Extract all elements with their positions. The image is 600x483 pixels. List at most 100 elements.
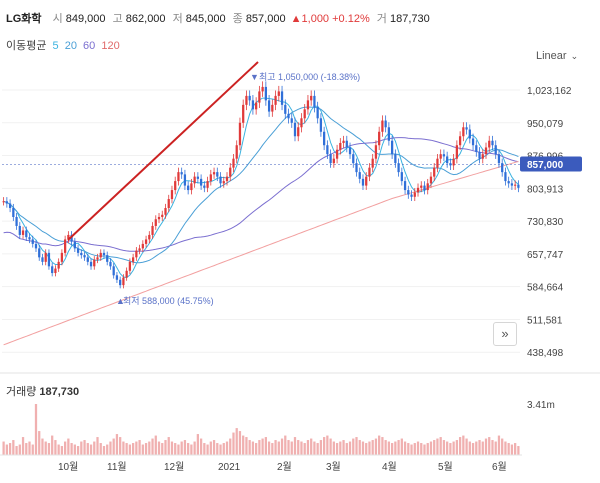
candle-body <box>157 216 161 220</box>
volume-bar <box>507 443 510 455</box>
candle-body <box>41 257 44 262</box>
volume-bar <box>429 441 433 455</box>
volume-bar <box>339 441 342 455</box>
y-tick: 438,498 <box>527 348 564 359</box>
open-label: 시 <box>52 13 63 25</box>
volume-bar <box>416 441 420 455</box>
volume-axis-label: 3.41m <box>527 400 555 411</box>
volume-bar <box>326 435 329 455</box>
candle-body <box>15 216 18 226</box>
ma-20[interactable]: 20 <box>64 40 77 52</box>
candle-body <box>348 147 352 155</box>
volume-bar <box>187 443 190 455</box>
volume-bar <box>216 443 219 455</box>
ma-120[interactable]: 120 <box>101 40 120 52</box>
volume-bar <box>47 443 51 455</box>
volume-bar <box>261 438 264 455</box>
volume-bar <box>274 440 277 455</box>
ma20-line <box>3 106 519 264</box>
volume-bar <box>190 444 193 455</box>
volume-bar <box>310 438 313 455</box>
ma-5[interactable]: 5 <box>52 40 59 52</box>
volume-bar <box>374 438 378 455</box>
volume-bar <box>352 438 355 455</box>
volume-bar <box>449 443 452 455</box>
candle-body <box>177 172 180 182</box>
trend-line <box>67 61 259 241</box>
volume-bar <box>494 441 497 455</box>
volume-bar <box>248 440 251 455</box>
candle-body <box>229 167 232 177</box>
volume-bar <box>15 446 18 455</box>
candle-body <box>76 248 80 253</box>
volume-bar <box>420 443 423 455</box>
candle-body <box>258 91 261 103</box>
candle-body <box>390 140 394 155</box>
candle-body <box>216 172 219 177</box>
candle-body <box>267 100 271 112</box>
candle-body <box>300 118 303 128</box>
volume-bar <box>141 444 144 455</box>
volume-bar <box>410 444 413 455</box>
candle-body <box>494 145 497 155</box>
volume-bar <box>25 443 28 455</box>
candle-body <box>274 95 277 105</box>
volume-bar <box>161 443 164 455</box>
volume-bar <box>394 441 397 455</box>
volume-bar <box>73 444 76 455</box>
candle-body <box>316 107 319 119</box>
candle-body <box>167 199 170 209</box>
volume-bar <box>183 440 187 455</box>
candle-body <box>361 178 365 186</box>
volume-bar <box>138 440 141 455</box>
candle-body <box>209 174 212 182</box>
volume-bar <box>397 440 400 455</box>
stock-header: LG화학 시 849,000 고 862,000 저 845,000 종 857… <box>6 10 430 26</box>
candle-body <box>306 100 310 110</box>
volume-bar <box>76 446 80 455</box>
volume-bar <box>67 438 70 455</box>
volume-bar <box>484 438 488 455</box>
candle-body <box>128 261 132 271</box>
volume-bar <box>316 443 319 455</box>
volume-bar <box>439 437 442 455</box>
candle-body <box>2 201 5 203</box>
volume-bar <box>235 428 238 455</box>
candle-body <box>423 185 426 191</box>
volume-bar <box>199 438 203 455</box>
candle-body <box>439 154 442 159</box>
ma-60[interactable]: 60 <box>83 40 96 52</box>
volume-bar <box>193 441 196 455</box>
candle-body <box>67 234 70 240</box>
volume-bar <box>381 437 384 455</box>
volume-bar <box>164 440 167 455</box>
volume-bar <box>212 440 216 455</box>
high-value: 862,000 <box>125 13 166 25</box>
expand-icon[interactable]: » <box>493 322 517 346</box>
candle-body <box>80 252 83 256</box>
candle-body <box>452 158 455 166</box>
y-tick: 657,747 <box>527 250 564 261</box>
candle-body <box>442 154 446 157</box>
candle-body <box>63 239 67 253</box>
volume-bar <box>106 444 109 455</box>
volume-panel-label: 거래량 <box>6 386 37 398</box>
volume-bar <box>458 437 462 455</box>
candle-body <box>8 203 12 209</box>
volume-bar <box>423 444 426 455</box>
candle-body <box>138 248 141 251</box>
volume-bar <box>303 443 306 455</box>
scale-dropdown[interactable]: Linear ⌄ <box>536 50 578 62</box>
candle-body <box>394 154 397 164</box>
candle-body <box>491 140 494 146</box>
volume-bar <box>225 441 229 455</box>
volume-bar <box>70 443 73 455</box>
volume-bar <box>93 441 96 455</box>
volume-bar <box>31 444 34 455</box>
volume-bar <box>306 440 310 455</box>
candle-body <box>174 181 177 191</box>
x-tick: 11월 <box>107 461 127 473</box>
candle-body <box>381 120 384 132</box>
close-value: 857,000 <box>245 13 286 25</box>
